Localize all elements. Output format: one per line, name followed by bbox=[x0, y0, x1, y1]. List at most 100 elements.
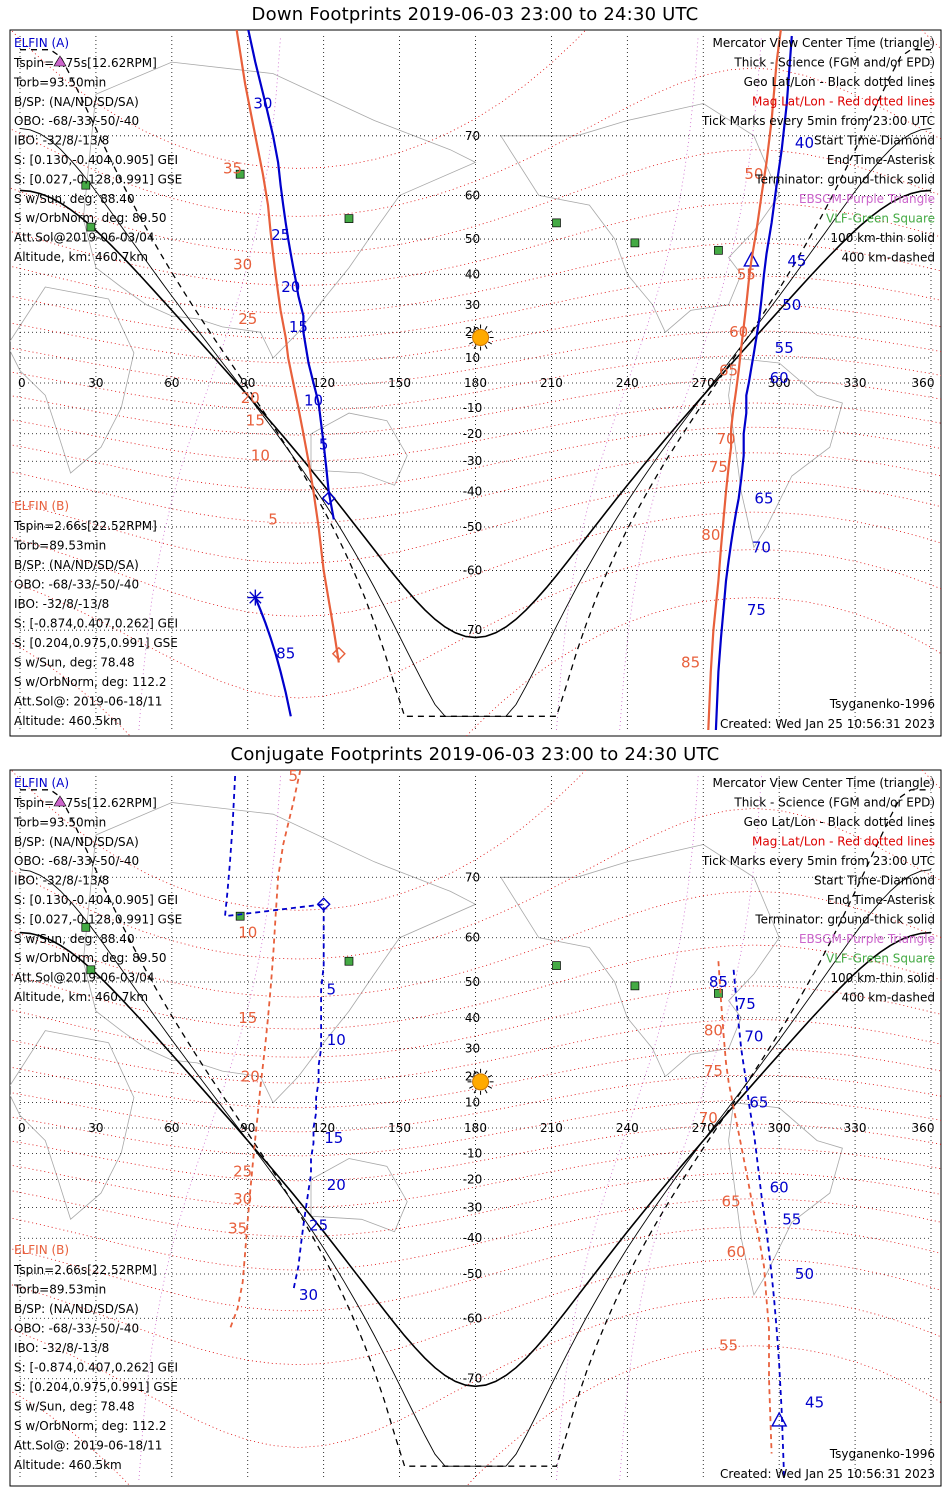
lon-tick-label: 210 bbox=[540, 376, 563, 390]
legend-a-line: S w/Sun, deg: 88.40 bbox=[14, 192, 135, 206]
legend-right: Mercator View Center Time (triangle) Thic… bbox=[701, 776, 935, 1005]
mag-parallel bbox=[10, 202, 941, 286]
mag-parallel bbox=[10, 1198, 941, 1271]
legend-a-line: IBO: -32/8/-13/8 bbox=[14, 874, 109, 888]
legend-right-line: Tick Marks every 5min from 23:00 UTC bbox=[701, 114, 935, 128]
track-line bbox=[707, 30, 782, 731]
track-tick-label: 30 bbox=[253, 95, 272, 113]
track-tick-label: 60 bbox=[770, 369, 789, 387]
track-tick-label: 60 bbox=[727, 1243, 746, 1261]
track-tick-label: 20 bbox=[327, 1176, 346, 1194]
legend-right-line: EBSGM-Purple Triangle bbox=[799, 192, 935, 206]
vlf-stations bbox=[81, 169, 723, 255]
lon-tick-label: 330 bbox=[844, 376, 867, 390]
track-tick-label: 55 bbox=[775, 339, 794, 357]
track-tick-label: 55 bbox=[719, 1337, 738, 1355]
track-line bbox=[714, 35, 793, 731]
terminator-line bbox=[19, 931, 932, 1388]
track-tick-label: 10 bbox=[251, 447, 270, 465]
series-elfin-b-asc: 80 75 70 65 60 55 bbox=[699, 961, 773, 1454]
sun-ray bbox=[488, 341, 493, 345]
legend-a-line: Torb=93.50min bbox=[13, 815, 106, 829]
track-tick-label: 35 bbox=[228, 1220, 247, 1238]
legend-b-line: S w/Sun, deg: 78.48 bbox=[14, 1400, 135, 1414]
track-tick-label: 85 bbox=[276, 645, 295, 663]
legend-a-line: S w/OrbNorm, deg: 89.50 bbox=[14, 951, 166, 965]
mag-parallel bbox=[10, 402, 941, 462]
lon-tick-label: 300 bbox=[768, 1121, 791, 1135]
track-tick-label: 75 bbox=[747, 601, 766, 619]
track-tick-label: 65 bbox=[754, 489, 773, 507]
legend-right-line: Mag Lat/Lon - Red dotted lines bbox=[752, 95, 935, 109]
sun-disc bbox=[472, 1073, 490, 1091]
legend-a-line: Altitude, km: 460.7km bbox=[14, 990, 148, 1004]
vlf-square bbox=[86, 222, 96, 232]
legend-right-line: 100 km-thin solid bbox=[830, 971, 935, 985]
legend-b-line: Att.Sol@: 2019-06-18/11 bbox=[14, 695, 162, 709]
legend-right-line: Start Time-Diamond bbox=[814, 134, 935, 148]
track-tick-label: 55 bbox=[782, 1210, 801, 1228]
sun-ray bbox=[488, 330, 493, 334]
track-tick-label: 75 bbox=[704, 1062, 723, 1080]
view-triangle bbox=[770, 1411, 788, 1427]
legend-elfin-b: ELFIN (B) Tspin=2.66s[22.52RPM] Torb=89.53… bbox=[13, 499, 178, 728]
mag-parallel bbox=[10, 807, 941, 960]
sun-ray bbox=[469, 1074, 474, 1078]
mag-parallel bbox=[10, 549, 941, 699]
lat-tick-label: -50 bbox=[463, 1267, 483, 1281]
track-tick-label: 30 bbox=[233, 255, 252, 273]
legend-right-line: Mercator View Center Time (triangle) bbox=[713, 776, 935, 790]
lat-tick-label: 40 bbox=[465, 267, 480, 281]
legend-b-line: S: [-0.874,0.407,0.262] GEI bbox=[14, 617, 178, 631]
mag-parallel bbox=[10, 149, 941, 255]
mag-grid bbox=[10, 30, 941, 736]
mag-parallel bbox=[10, 770, 941, 911]
lat-tick-label: -40 bbox=[463, 1231, 483, 1245]
legend-a-title: ELFIN (A) bbox=[14, 36, 69, 50]
track-tick-label: 40 bbox=[795, 134, 814, 152]
track-tick-label: 50 bbox=[744, 165, 763, 183]
track-tick-label: 25 bbox=[271, 226, 290, 244]
terminator-line bbox=[19, 189, 932, 639]
track-tick-label: 15 bbox=[289, 318, 308, 336]
track-tick-label: 50 bbox=[782, 296, 801, 314]
mag-meridian bbox=[556, 775, 699, 1481]
legend-right-line: 400 km-dashed bbox=[841, 251, 935, 265]
lat-tick-label: -20 bbox=[463, 427, 483, 441]
track-tick-label: 60 bbox=[729, 323, 748, 341]
mag-meridian bbox=[138, 35, 281, 731]
legend-a-line: S w/OrbNorm, deg: 89.50 bbox=[14, 211, 166, 225]
legend-a-line: Tspin=4.75s[12.62RPM] bbox=[13, 56, 157, 70]
track-tick-label: 65 bbox=[749, 1094, 768, 1112]
legend-right-line: Terminator: ground-thick solid bbox=[754, 173, 935, 187]
asterisk-stroke bbox=[222, 740, 233, 749]
track-tick-label: 5 bbox=[289, 767, 299, 785]
mag-meridian bbox=[619, 35, 762, 731]
legend-a-line: OBO: -68/-33/-50/-40 bbox=[14, 114, 139, 128]
vlf-square bbox=[552, 961, 561, 970]
plot-frame bbox=[9, 29, 942, 737]
sun-ray bbox=[488, 1074, 493, 1078]
coastline-3 bbox=[500, 103, 780, 333]
mag-parallel bbox=[10, 1258, 941, 1366]
lon-tick-label: 270 bbox=[692, 1121, 715, 1135]
vlf-square bbox=[344, 956, 354, 966]
chart-title: Conjugate Footprints 2019-06-03 23:00 to… bbox=[230, 744, 720, 765]
down-footprints-panel: Down Footprints 2019-06-03 23:00 to 24:3… bbox=[0, 0, 950, 740]
series-elfin-b-: 5 10 15 20 25 30 35 bbox=[228, 767, 302, 1330]
sun-icon bbox=[467, 1068, 494, 1095]
legend-a-line: Tspin=4.75s[12.62RPM] bbox=[13, 796, 157, 810]
legend-right-line: Geo Lat/Lon - Black dotted lines bbox=[744, 815, 935, 829]
legend-b-title: ELFIN (B) bbox=[14, 499, 69, 513]
track-tick-label: 5 bbox=[268, 510, 278, 528]
end-asterisk bbox=[247, 589, 264, 606]
track-tick-label: 45 bbox=[805, 1394, 824, 1412]
lon-tick-label: 210 bbox=[540, 1121, 563, 1135]
track-tick-label: 70 bbox=[699, 1109, 718, 1127]
lon-tick-label: 60 bbox=[164, 1121, 179, 1135]
vlf-square bbox=[552, 218, 561, 228]
track-line bbox=[254, 597, 292, 717]
sun-disc bbox=[472, 328, 490, 346]
legend-a-line: B/SP: (NA/ND/SD/SA) bbox=[14, 835, 139, 849]
lon-tick-label: 30 bbox=[88, 376, 103, 390]
